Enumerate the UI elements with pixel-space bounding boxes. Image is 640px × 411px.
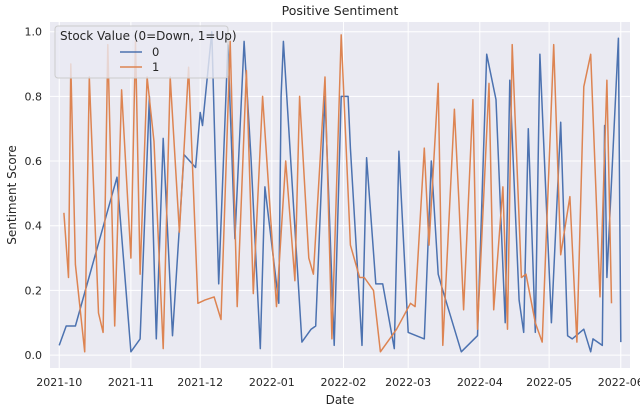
y-axis-ticks: 0.0 0.2 0.4 0.6 0.8 1.0 (25, 26, 43, 362)
legend-title: Stock Value (0=Down, 1=Up) (60, 29, 237, 43)
x-tick-label: 2021-10 (36, 376, 82, 389)
x-tick-label: 2022-01 (249, 376, 295, 389)
series-layer (58, 30, 622, 353)
legend: Stock Value (0=Down, 1=Up) 0 1 (54, 25, 237, 79)
y-tick-label: 0.4 (25, 220, 43, 233)
x-tick-label: 2022-02 (320, 376, 366, 389)
chart-title: Positive Sentiment (282, 3, 399, 18)
y-tick-label: 0.0 (25, 349, 43, 362)
grid (50, 22, 630, 368)
y-axis-label: Sentiment Score (5, 145, 19, 244)
x-tick-label: 2021-12 (177, 376, 223, 389)
series-line-1 (63, 34, 613, 353)
x-tick-label: 2021-11 (108, 376, 154, 389)
legend-label-series-1: 1 (152, 60, 159, 74)
y-tick-label: 0.8 (25, 90, 43, 103)
y-tick-label: 0.2 (25, 284, 43, 297)
y-tick-label: 1.0 (25, 26, 43, 39)
x-tick-label: 2022-05 (526, 376, 572, 389)
legend-label-series-0: 0 (152, 45, 159, 59)
y-tick-label: 0.6 (25, 155, 43, 168)
x-axis-ticks: 2021-10 2021-11 2021-12 2022-01 2022-02 2022-… (36, 376, 640, 389)
x-axis-label: Date (326, 393, 355, 407)
series-line-0 (58, 30, 622, 353)
x-tick-label: 2022-04 (457, 376, 503, 389)
x-tick-label: 2022-03 (385, 376, 431, 389)
x-tick-label: 2022-06 (598, 376, 640, 389)
